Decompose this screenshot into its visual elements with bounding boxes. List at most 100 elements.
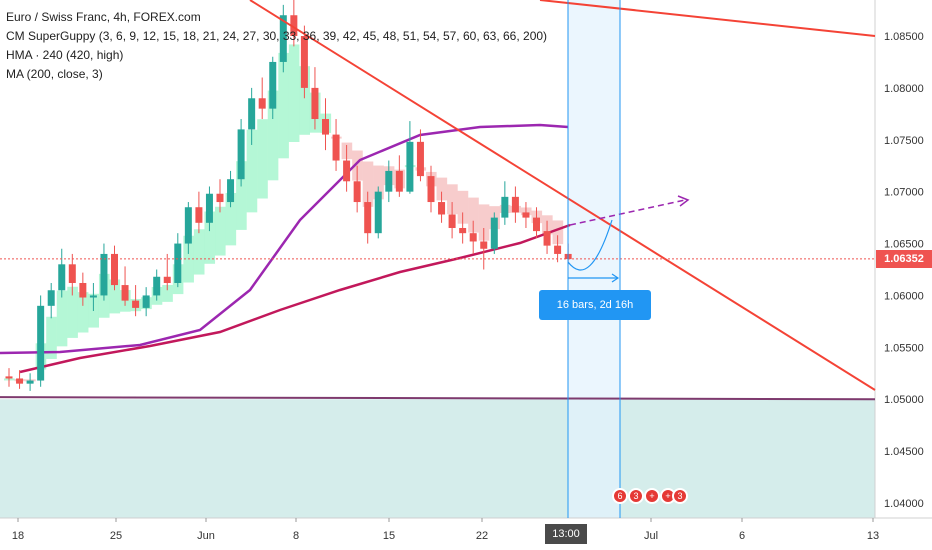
indicator-hma[interactable]: HMA · 240 (420, high) — [6, 48, 124, 62]
superguppy-band — [457, 190, 469, 224]
event-badge-icon[interactable]: 6 — [612, 488, 628, 504]
superguppy-band — [257, 119, 268, 199]
hma-line — [0, 123, 569, 355]
last-price-tag: 1.06352 — [876, 249, 932, 268]
event-badge-count: 3 — [677, 491, 683, 501]
superguppy-band — [67, 286, 78, 338]
superguppy-band — [236, 161, 247, 230]
candle-body — [511, 196, 519, 213]
y-tick-label: 1.04500 — [884, 446, 924, 458]
y-tick-label: 1.08500 — [884, 31, 924, 43]
candle-body — [79, 282, 87, 298]
y-tick-label: 1.06000 — [884, 290, 924, 302]
superguppy-band — [204, 211, 216, 264]
superguppy-band — [468, 197, 479, 233]
superguppy-band — [278, 52, 289, 159]
candle-body — [269, 61, 277, 109]
event-badge-icon[interactable]: 3 — [628, 488, 644, 504]
candle-body — [343, 160, 351, 182]
candle-body — [132, 300, 140, 308]
candle-body — [248, 98, 256, 130]
candle-body — [290, 15, 298, 36]
candle-body — [427, 176, 435, 203]
candle-body — [438, 202, 446, 215]
y-tick-label: 1.05500 — [884, 342, 924, 354]
x-tick-label: Jun — [197, 530, 215, 542]
superguppy-band — [436, 177, 448, 201]
y-tick-label: 1.07500 — [884, 135, 924, 147]
x-tick-label: 25 — [110, 530, 122, 542]
candle-body — [58, 264, 66, 291]
candle-body — [533, 217, 540, 232]
superguppy-band — [352, 150, 363, 181]
superguppy-band — [267, 90, 279, 181]
x-tick-label: 6 — [739, 530, 745, 542]
event-badge-count: 6 — [617, 491, 623, 501]
event-badge-count: 3 — [633, 491, 639, 501]
candle-body — [258, 98, 266, 109]
date-range-label: 16 bars, 2d 16h — [539, 290, 651, 320]
x-tick-label: 22 — [476, 530, 488, 542]
superguppy-band — [288, 44, 300, 142]
superguppy-band — [447, 184, 458, 215]
candle-body — [385, 170, 393, 192]
candle-body — [480, 241, 488, 249]
x-tick-label: 15 — [383, 530, 395, 542]
candle-body — [47, 290, 55, 306]
candle-body — [322, 119, 329, 135]
candle-body — [153, 276, 161, 296]
candle-body — [100, 253, 108, 296]
candle-body — [279, 15, 287, 62]
superguppy-band — [109, 279, 121, 314]
candle-body — [469, 233, 477, 242]
superguppy-band — [299, 66, 310, 135]
x-tick-label: 18 — [12, 530, 24, 542]
candle-body — [353, 181, 361, 203]
candle-body — [237, 129, 245, 180]
candle-body — [216, 193, 224, 203]
superguppy-band — [162, 284, 173, 302]
candle-body — [395, 170, 403, 192]
support-line — [0, 396, 876, 401]
upper-trendline — [539, 0, 876, 37]
candle-body — [184, 207, 192, 244]
x-tick-label: 8 — [293, 530, 299, 542]
x-tick-label: Jul — [644, 530, 658, 542]
chart-legend: Euro / Swiss Franc, 4h, FOREX.com CM Sup… — [6, 8, 547, 84]
candle-body — [37, 305, 45, 381]
candle-body — [501, 196, 509, 218]
candle-body — [332, 134, 340, 161]
candle-body — [68, 264, 76, 283]
candle-body — [16, 378, 24, 384]
projection-arrowhead — [677, 195, 690, 207]
candle-body — [543, 231, 551, 246]
superguppy-band — [246, 129, 258, 213]
candle-body — [406, 141, 414, 192]
y-tick-label: 1.04000 — [884, 498, 924, 510]
superguppy-band — [215, 206, 226, 256]
superguppy-band — [193, 229, 205, 275]
indicator-ma[interactable]: MA (200, close, 3) — [6, 67, 103, 81]
flag-icon[interactable]: + — [644, 488, 660, 504]
candle-body — [300, 36, 308, 88]
candle-body — [205, 193, 213, 223]
symbol-title[interactable]: Euro / Swiss Franc, 4h, FOREX.com — [6, 10, 201, 24]
x-tick-label: 13 — [867, 530, 879, 542]
range-arrowhead — [611, 273, 620, 283]
candle-body — [174, 243, 182, 283]
swing-curve — [567, 219, 613, 271]
candle-body — [554, 245, 562, 254]
candle-body — [121, 285, 129, 301]
highlighted-time-label: 13:00 — [545, 524, 587, 544]
superguppy-band — [552, 220, 564, 245]
candle-body — [111, 253, 118, 286]
event-badge-icon[interactable]: 3 — [672, 488, 688, 504]
ma-line — [19, 223, 571, 374]
candle-body — [490, 217, 498, 249]
indicator-superguppy[interactable]: CM SuperGuppy (3, 6, 9, 12, 15, 18, 21, … — [6, 29, 548, 43]
candle-body — [5, 376, 13, 379]
superguppy-band — [373, 165, 384, 200]
candle-body — [459, 227, 467, 234]
